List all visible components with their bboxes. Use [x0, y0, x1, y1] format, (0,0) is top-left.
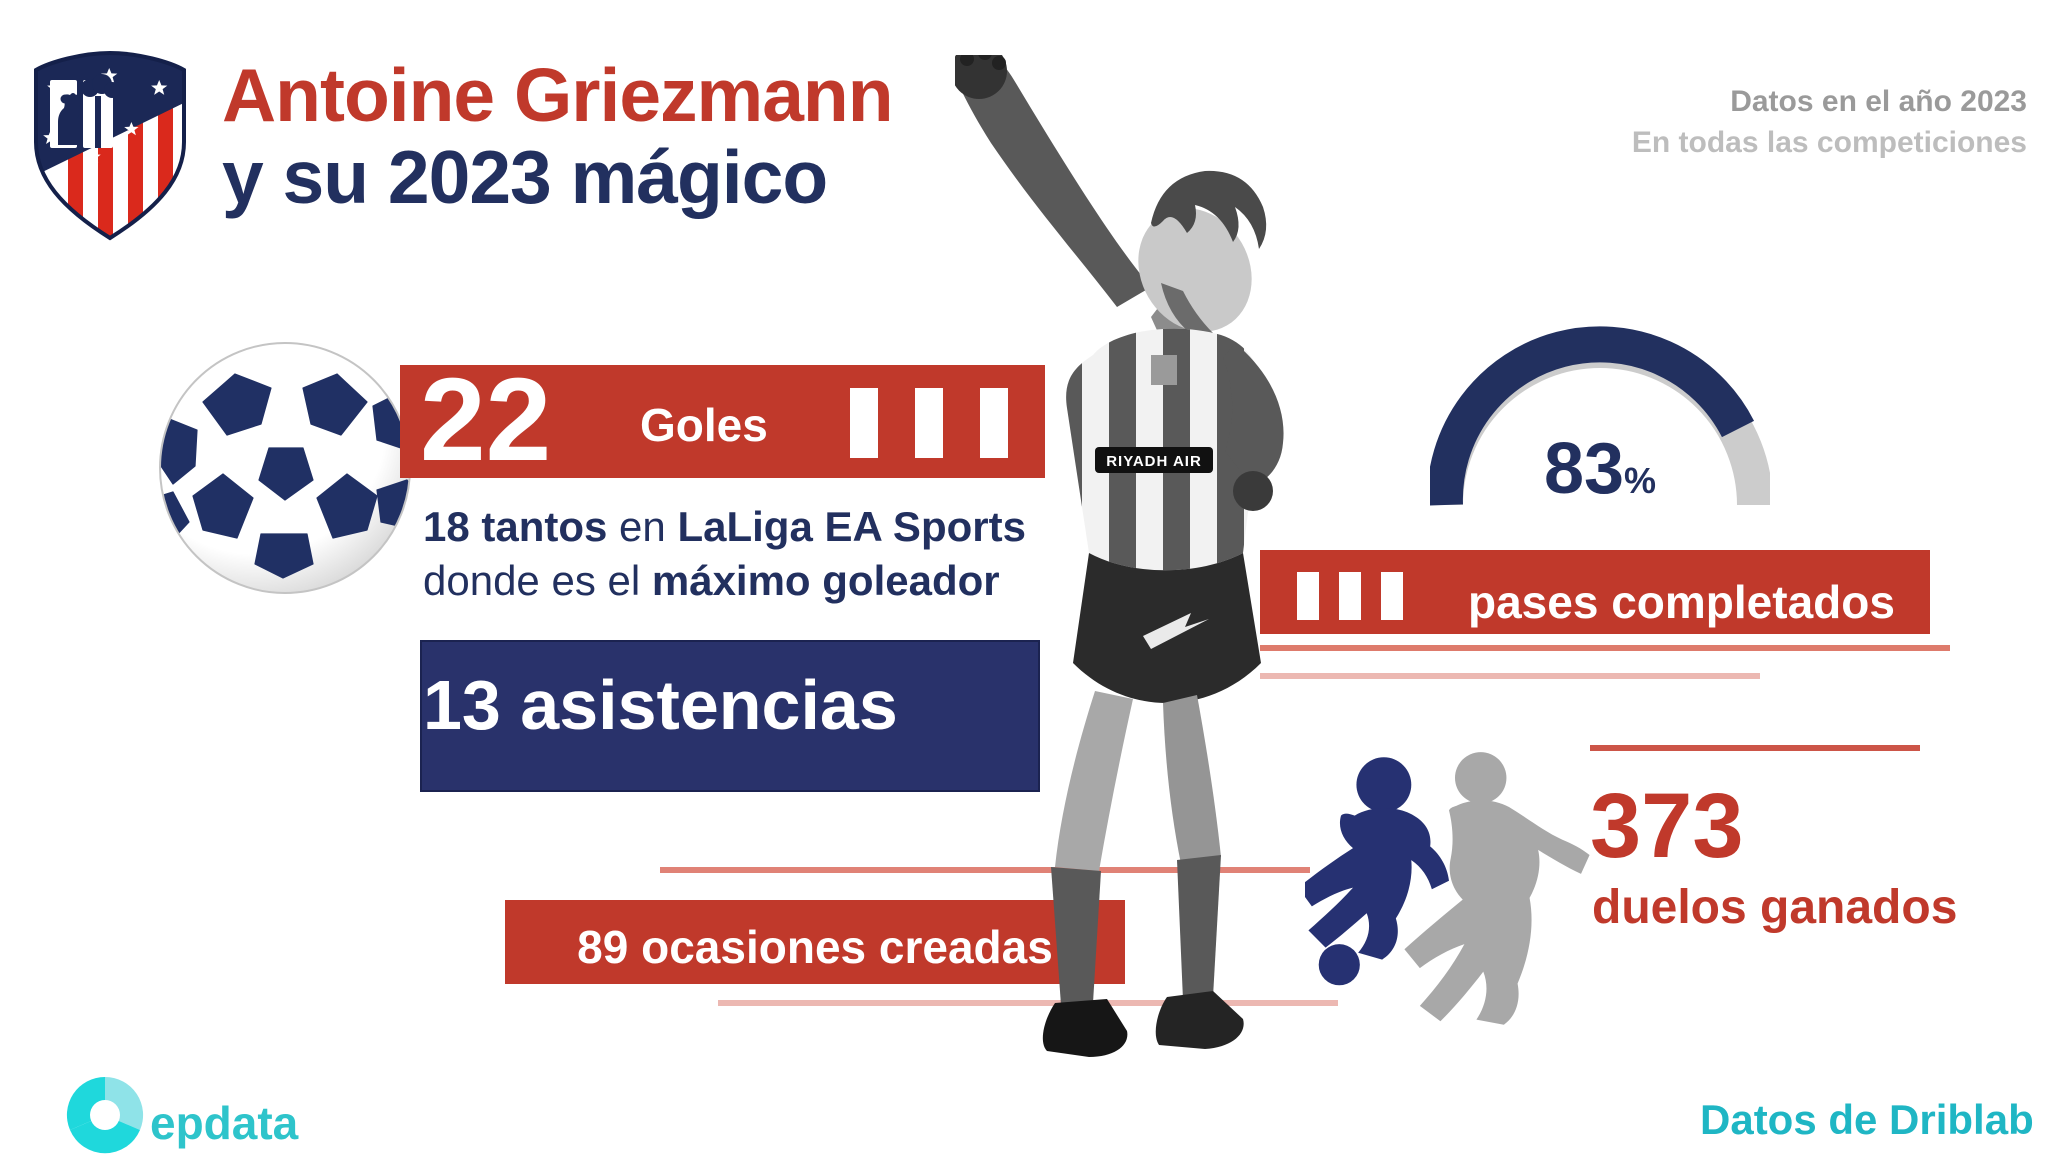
svg-text:83%: 83%	[1544, 429, 1656, 509]
svg-text:RIYADH AIR: RIYADH AIR	[1106, 453, 1202, 470]
